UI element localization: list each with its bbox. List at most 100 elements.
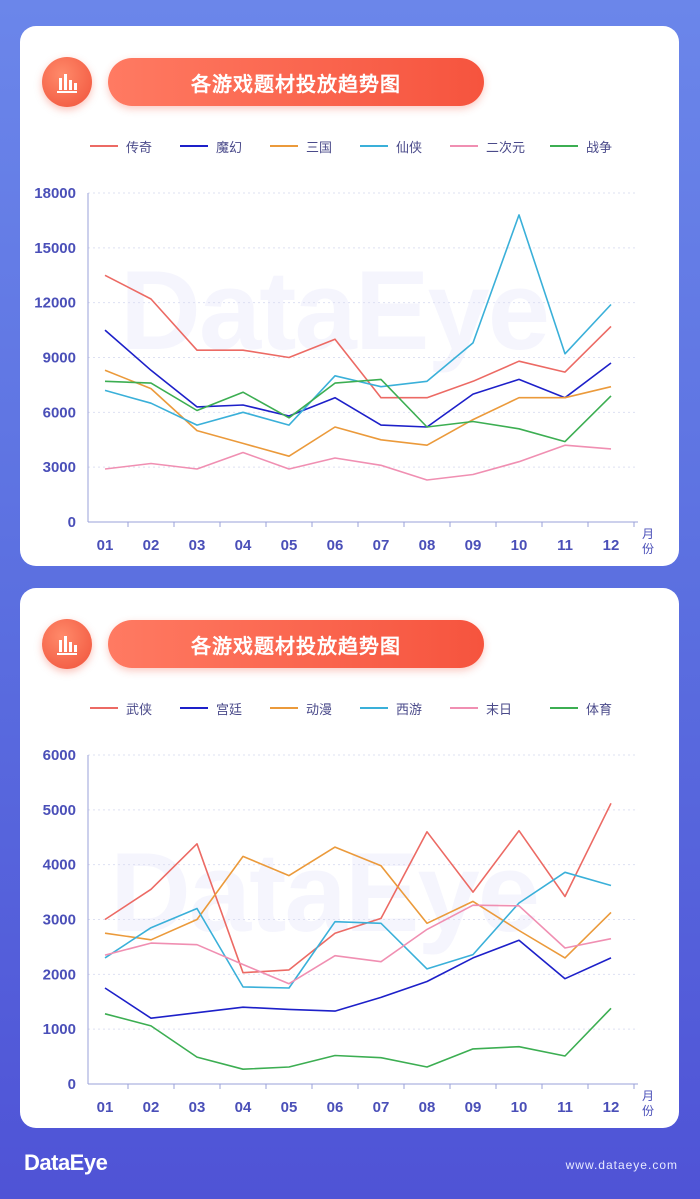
- legend-item: 宫廷: [180, 698, 242, 718]
- x-axis-unit: 月: [642, 1089, 654, 1103]
- x-tick-label: 09: [465, 1099, 482, 1116]
- legend-label: 动漫: [306, 702, 333, 718]
- legend-label: 三国: [306, 140, 333, 156]
- legend-label: 西游: [396, 702, 423, 718]
- x-tick-label: 08: [419, 537, 436, 554]
- x-tick-label: 10: [511, 1099, 528, 1116]
- x-tick-label: 12: [603, 537, 620, 554]
- legend: 武侠 宫廷 动漫 西游 末日 体育: [90, 698, 650, 718]
- y-tick-label: 6000: [43, 404, 76, 421]
- x-tick-label: 04: [235, 1099, 252, 1116]
- legend-swatch: [90, 145, 118, 147]
- x-tick-label: 10: [511, 537, 528, 554]
- series-line: [104, 329, 612, 428]
- series-line: [104, 904, 612, 985]
- legend-label: 魔幻: [216, 140, 243, 156]
- series-line: [104, 444, 612, 481]
- chart-card-1: 各游戏题材投放趋势图 DataEye 传奇 魔幻 三国 仙侠 二次元 战争 0 3000 60…: [20, 26, 679, 566]
- x-tick-label: 04: [235, 537, 252, 554]
- x-tick-label: 01: [97, 537, 114, 554]
- y-tick-label: 1000: [43, 1021, 76, 1038]
- legend-item: 仙侠: [360, 136, 422, 156]
- y-tick-label: 2000: [43, 966, 76, 983]
- legend-item: 体育: [550, 698, 612, 718]
- series-line: [104, 369, 612, 458]
- line-chart: 0 3000 6000 9000 12000 15000 18000 01 02 03 04 05 06…: [34, 185, 654, 556]
- x-tick-label: 01: [97, 1099, 114, 1116]
- x-axis-unit: 份: [642, 542, 654, 556]
- legend-item: 二次元: [450, 136, 525, 156]
- legend-swatch: [450, 145, 478, 147]
- legend-swatch: [90, 707, 118, 709]
- bar-chart-icon: [42, 57, 92, 107]
- y-tick-label: 3000: [43, 912, 76, 929]
- legend-swatch: [180, 145, 208, 147]
- legend-item: 魔幻: [180, 136, 242, 156]
- legend-swatch: [180, 707, 208, 709]
- y-tick-label: 12000: [34, 295, 76, 312]
- series-line: [104, 1007, 612, 1071]
- series-line: [104, 846, 612, 959]
- legend-label: 体育: [586, 702, 613, 718]
- series-line: [104, 378, 612, 443]
- legend-swatch: [270, 145, 298, 147]
- dataeye-logo: DataEye: [24, 1150, 108, 1175]
- legend-item: 末日: [450, 698, 512, 718]
- series-line: [104, 939, 612, 1020]
- legend-label: 二次元: [486, 140, 526, 156]
- y-tick-label: 3000: [43, 459, 76, 476]
- x-tick-label: 09: [465, 537, 482, 554]
- line-chart: 0 1000 2000 3000 4000 5000 6000 01 02 03 04 05 06 07 0…: [43, 747, 654, 1118]
- legend-item: 武侠: [90, 698, 152, 718]
- chart-title: 各游戏题材投放趋势图: [108, 620, 484, 668]
- legend-label: 战争: [586, 140, 613, 156]
- x-tick-label: 05: [281, 1099, 298, 1116]
- legend-swatch: [270, 707, 298, 709]
- legend-label: 仙侠: [396, 140, 423, 156]
- x-tick-label: 11: [557, 1099, 573, 1116]
- legend-swatch: [360, 145, 388, 147]
- x-tick-label: 06: [327, 537, 344, 554]
- x-tick-label: 11: [557, 537, 573, 554]
- y-tick-label: 9000: [43, 350, 76, 367]
- bar-chart-icon: [42, 619, 92, 669]
- legend-item: 三国: [270, 136, 332, 156]
- x-tick-label: 02: [143, 1099, 160, 1116]
- legend-swatch: [550, 145, 578, 147]
- legend-label: 宫廷: [216, 702, 243, 718]
- x-axis-unit: 份: [642, 1104, 654, 1118]
- x-tick-label: 05: [281, 537, 298, 554]
- chart-title: 各游戏题材投放趋势图: [108, 58, 484, 106]
- y-tick-label: 6000: [43, 747, 76, 764]
- y-tick-label: 15000: [34, 240, 76, 257]
- series-line: [104, 274, 612, 399]
- y-tick-label: 18000: [34, 185, 76, 202]
- series-line: [104, 871, 612, 989]
- x-tick-label: 07: [373, 1099, 390, 1116]
- x-tick-label: 02: [143, 537, 160, 554]
- x-tick-label: 07: [373, 537, 390, 554]
- y-tick-label: 0: [68, 514, 76, 531]
- x-tick-label: 03: [189, 1099, 206, 1116]
- legend-item: 西游: [360, 698, 422, 718]
- y-tick-label: 0: [68, 1076, 76, 1093]
- legend-swatch: [550, 707, 578, 709]
- footer-url[interactable]: www.dataeye.com: [565, 1158, 678, 1172]
- legend-item: 动漫: [270, 698, 332, 718]
- chart-card-2: 各游戏题材投放趋势图 DataEye 武侠 宫廷 动漫 西游 末日 体育 0 1000 200…: [20, 588, 679, 1128]
- x-tick-label: 03: [189, 537, 206, 554]
- x-axis-unit: 月: [642, 527, 654, 541]
- legend-swatch: [450, 707, 478, 709]
- x-tick-label: 12: [603, 1099, 620, 1116]
- x-tick-label: 08: [419, 1099, 436, 1116]
- series-line: [104, 802, 612, 974]
- y-tick-label: 4000: [43, 857, 76, 874]
- x-tick-label: 06: [327, 1099, 344, 1116]
- legend-label: 传奇: [126, 140, 153, 156]
- legend-swatch: [360, 707, 388, 709]
- legend-label: 末日: [486, 702, 513, 718]
- legend-item: 战争: [550, 136, 612, 156]
- y-tick-label: 5000: [43, 802, 76, 819]
- legend-item: 传奇: [90, 136, 152, 156]
- legend: 传奇 魔幻 三国 仙侠 二次元 战争: [90, 136, 650, 156]
